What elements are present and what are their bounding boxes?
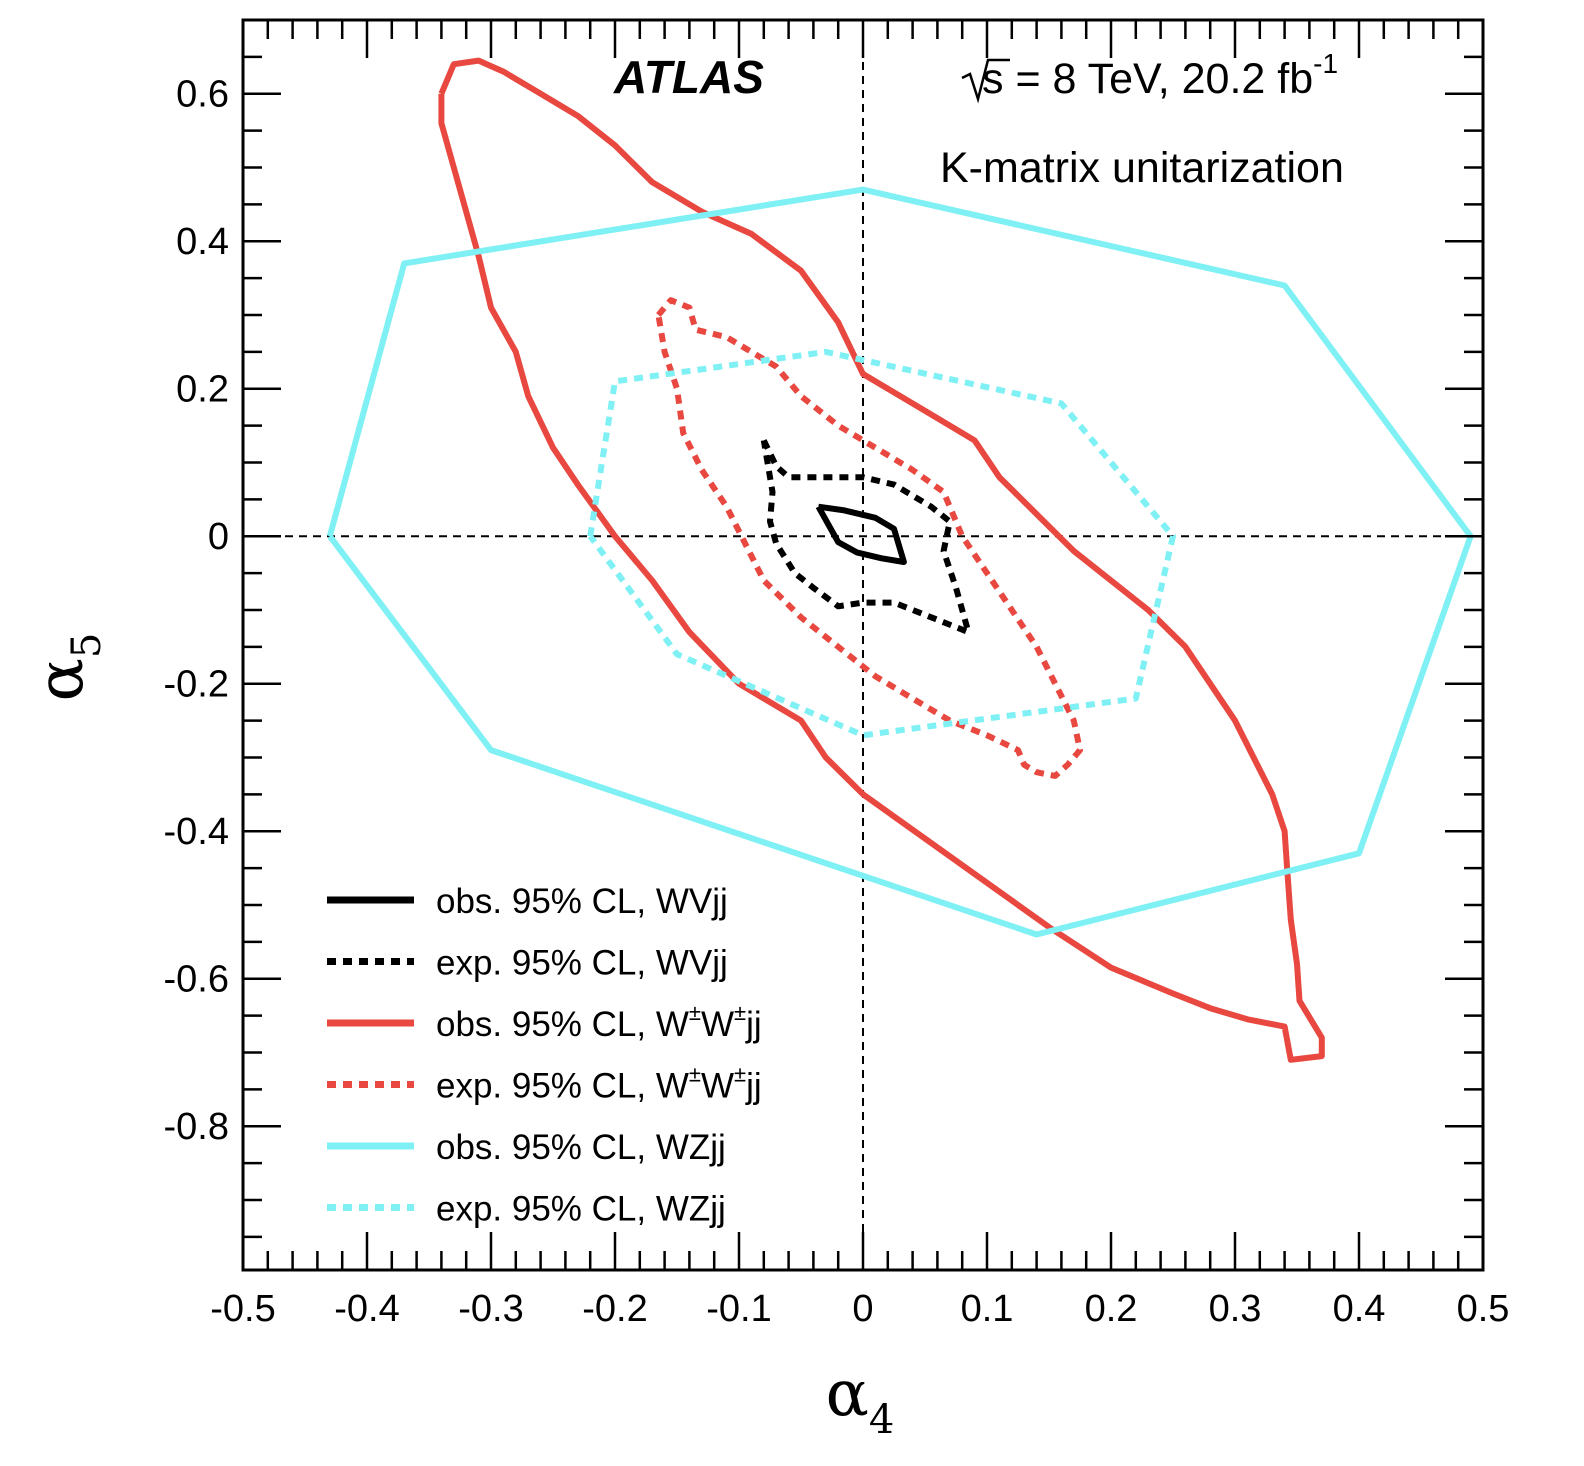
- x-tick-labels: -0.5 -0.4 -0.3 -0.2 -0.1 0 0.1 0.2 0.3 0.4 0.5: [210, 1288, 1509, 1330]
- x-tick-label: 0: [852, 1288, 873, 1330]
- legend-label-5: obs. 95% CL, WZjj: [436, 1128, 726, 1167]
- legend-label-3: obs. 95% CL, W±W±jj: [436, 1000, 762, 1044]
- y-axis-subscript: 5: [64, 633, 110, 658]
- legend-label-part: W: [701, 1067, 734, 1106]
- legend-label-part: ±: [734, 1000, 746, 1025]
- contour-line-1: [815, 503, 907, 565]
- contour-line-6: [587, 348, 1176, 739]
- x-axis-title: α4: [826, 1357, 895, 1443]
- y-tick-label: -0.2: [164, 664, 229, 706]
- x-tick-label: 0.1: [961, 1288, 1014, 1330]
- y-tick-labels: -0.8 -0.6 -0.4 -0.2 0 0.2 0.4 0.6: [164, 74, 229, 1148]
- x-axis-symbol: α: [826, 1357, 869, 1431]
- legend-label-part: jj: [745, 1067, 762, 1106]
- method-label: K-matrix unitarization: [940, 144, 1344, 192]
- legend-label-part: obs. 95% CL, W: [436, 1005, 689, 1044]
- legend-label-part: obs. 95% CL, WZjj: [436, 1128, 726, 1167]
- legend-label-part: exp. 95% CL, WVjj: [436, 944, 728, 983]
- x-tick-label: -0.3: [458, 1288, 523, 1330]
- y-tick-label: 0.4: [176, 221, 229, 263]
- x-axis-ticks: [241, 20, 1485, 1270]
- energy-annotation: s = 8 TeV, 20.2 fb-1: [961, 48, 1338, 104]
- x-tick-label: 0.3: [1209, 1288, 1262, 1330]
- x-tick-label: 0.4: [1333, 1288, 1386, 1330]
- reference-lines: [243, 20, 1483, 1270]
- legend-label-part: W: [701, 1005, 734, 1044]
- y-tick-label: 0.6: [176, 74, 229, 116]
- y-tick-label: 0.2: [176, 369, 229, 411]
- y-axis-title: α5: [24, 633, 110, 702]
- energy-exponent: -1: [1313, 48, 1338, 79]
- experiment-label: ATLAS: [613, 51, 764, 103]
- y-axis-title-text: α5: [24, 633, 110, 702]
- y-tick-label: 0: [208, 516, 229, 558]
- x-tick-label: -0.2: [582, 1288, 647, 1330]
- sqrt-sign: [961, 58, 1010, 104]
- energy-label: s = 8 TeV, 20.2 fb-1: [982, 48, 1338, 103]
- legend-label-part: obs. 95% CL, WVjj: [436, 882, 728, 921]
- y-tick-label: -0.8: [164, 1106, 229, 1148]
- energy-value: = 8 TeV, 20.2 fb: [1004, 55, 1314, 103]
- y-tick-label: -0.4: [164, 811, 229, 853]
- x-tick-label: -0.5: [210, 1288, 275, 1330]
- y-tick-label: -0.6: [164, 959, 229, 1001]
- x-tick-label: -0.4: [334, 1288, 399, 1330]
- y-axis-symbol: α: [24, 658, 98, 701]
- x-tick-label: -0.1: [706, 1288, 771, 1330]
- legend-label-part: ±: [734, 1062, 746, 1087]
- contour-line-3: [438, 57, 1325, 1063]
- contour-line-2: [760, 439, 972, 636]
- legend-label-4: exp. 95% CL, W±W±jj: [436, 1062, 762, 1106]
- x-tick-label: 0.2: [1085, 1288, 1138, 1330]
- legend-label-part: jj: [745, 1005, 762, 1044]
- legend-label-6: exp. 95% CL, WZjj: [436, 1190, 726, 1229]
- x-axis-subscript: 4: [869, 1397, 894, 1443]
- y-axis-ticks: [243, 18, 1483, 1239]
- legend-label-part: exp. 95% CL, W: [436, 1067, 689, 1106]
- legend: obs. 95% CL, WVjj exp. 95% CL, WVjj obs. 9…: [327, 882, 762, 1229]
- legend-label-2: exp. 95% CL, WVjj: [436, 944, 728, 983]
- energy-sqrt-arg: s: [982, 55, 1004, 103]
- x-tick-label: 0.5: [1457, 1288, 1510, 1330]
- legend-label-part: ±: [689, 1062, 701, 1087]
- legend-label-1: obs. 95% CL, WVjj: [436, 882, 728, 921]
- legend-label-part: exp. 95% CL, WZjj: [436, 1190, 726, 1229]
- legend-label-part: ±: [689, 1000, 701, 1025]
